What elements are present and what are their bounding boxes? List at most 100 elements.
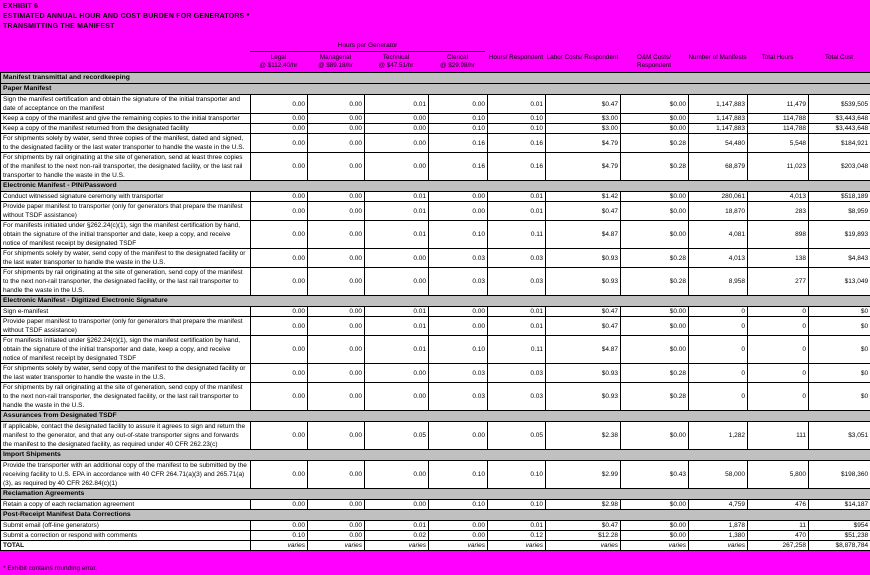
row-label: Provide paper manifest to transporter (o… (0, 316, 251, 336)
value-cell: 0.00 (250, 123, 308, 134)
value-cell: 0 (747, 335, 809, 364)
hours-per-generator-group-header: Hours per Generator (250, 42, 485, 52)
row-label: Retain a copy of each reclamation agreem… (0, 499, 251, 510)
column-header: Hours/ Respondent (488, 54, 544, 61)
value-cell: 0.01 (487, 191, 546, 202)
value-cell: $4.79 (545, 133, 621, 153)
row-label: For shipments by rail originating at the… (0, 267, 251, 296)
value-cell: 5,800 (747, 460, 809, 489)
wage-rate: @ $29.98/hr (440, 61, 475, 69)
value-cell: 1,282 (688, 421, 748, 450)
value-cell: $0.00 (620, 530, 689, 541)
value-cell: varies (487, 540, 546, 551)
value-cell: 0.00 (307, 201, 365, 221)
value-cell: $14,187 (807, 499, 870, 510)
total-row: TOTAL varies varies varies varies varies varie… (0, 540, 870, 551)
value-cell: 0.03 (428, 267, 488, 296)
value-cell: $0.93 (545, 363, 621, 383)
value-cell: 0.00 (250, 382, 308, 411)
value-cell: 0.00 (364, 382, 429, 411)
row-label: For manifests initiated under §262.24(c)… (0, 220, 251, 249)
value-cell: 0.00 (428, 306, 488, 317)
row-label: For manifests initiated under §262.24(c)… (0, 335, 251, 364)
value-cell: $1.42 (545, 191, 621, 202)
value-cell: 0.00 (307, 460, 365, 489)
value-cell: 0.00 (307, 113, 365, 124)
value-cell: $3.00 (545, 113, 621, 124)
value-cell: $0.47 (545, 94, 621, 114)
value-cell: $0 (807, 316, 870, 336)
value-cell: $3,443,648 (807, 123, 870, 134)
column-header: Total Cost (825, 54, 853, 61)
column-headers: Legal @ $112.40/hr Managerial @ $89.18/hr Te… (250, 54, 870, 69)
value-cell: 11,023 (747, 152, 809, 181)
value-cell: 470 (747, 530, 809, 541)
row-label: Sign the manifest certification and obta… (0, 94, 251, 114)
value-cell: 0.00 (364, 123, 429, 134)
value-cell: 0.00 (307, 191, 365, 202)
value-cell: 0.01 (487, 316, 546, 336)
section-band-label: Assurances from Designated TSDF (0, 410, 870, 422)
value-cell: 0.00 (307, 316, 365, 336)
value-cell: 1,380 (688, 530, 748, 541)
value-cell: 0.00 (307, 499, 365, 510)
section-band-label: Paper Manifest (0, 83, 870, 95)
value-cell: $0 (807, 363, 870, 383)
row-label: TOTAL (0, 540, 251, 551)
value-cell: 0.00 (250, 152, 308, 181)
wage-rate: @ $112.40/hr (259, 61, 298, 69)
wage-rate: @ $89.18/hr (318, 61, 353, 69)
value-cell: 0.12 (487, 530, 546, 541)
value-cell: 11 (747, 520, 809, 531)
value-cell: 0.00 (307, 220, 365, 249)
row-label: For shipments solely by water, send thre… (0, 133, 251, 153)
value-cell: 0.00 (250, 248, 308, 268)
value-cell: 0.00 (250, 267, 308, 296)
row-label: Keep a copy of the manifest returned fro… (0, 123, 251, 134)
value-cell: 0.00 (428, 530, 488, 541)
column-header-managerial: Managerial @ $89.18/hr (307, 54, 364, 69)
row-label: For shipments solely by water, send copy… (0, 248, 251, 268)
value-cell: 0.00 (250, 220, 308, 249)
table-row: Submit a correction or respond with comm… (0, 530, 870, 541)
value-cell: varies (688, 540, 748, 551)
table-row: For shipments by rail originating at the… (0, 382, 870, 411)
value-cell: 0.00 (307, 530, 365, 541)
value-cell: 0 (747, 382, 809, 411)
value-cell: $13,049 (807, 267, 870, 296)
value-cell: $4.87 (545, 335, 621, 364)
value-cell: $518,189 (807, 191, 870, 202)
value-cell: $51,238 (807, 530, 870, 541)
value-cell: 0 (747, 316, 809, 336)
value-cell: 1,147,883 (688, 113, 748, 124)
value-cell: 0.00 (307, 248, 365, 268)
value-cell: 0.00 (428, 94, 488, 114)
value-cell: 0.00 (250, 306, 308, 317)
value-cell: 4,013 (688, 248, 748, 268)
value-cell: 114,788 (747, 113, 809, 124)
value-cell: 0.00 (364, 133, 429, 153)
column-header: Number of Manifests (688, 54, 747, 61)
value-cell: 0.00 (428, 520, 488, 531)
value-cell: 0.00 (250, 421, 308, 450)
row-label: For shipments solely by water, send copy… (0, 363, 251, 383)
value-cell: 0.11 (487, 335, 546, 364)
value-cell: $0.28 (620, 267, 689, 296)
section-band-label: Electronic Manifest - PIN/Password (0, 180, 870, 192)
value-cell: $0.28 (620, 363, 689, 383)
table-row: Conduct witnessed signature ceremony wit… (0, 191, 870, 202)
value-cell: 0.00 (250, 363, 308, 383)
table-row: Retain a copy of each reclamation agreem… (0, 499, 870, 510)
value-cell: 1,147,883 (688, 123, 748, 134)
value-cell: 0.00 (428, 421, 488, 450)
value-cell: $0.00 (620, 335, 689, 364)
value-cell: $0 (807, 335, 870, 364)
value-cell: 0.00 (250, 201, 308, 221)
value-cell: 0.00 (364, 152, 429, 181)
value-cell: 0.00 (250, 191, 308, 202)
value-cell: 0.01 (364, 201, 429, 221)
value-cell: $0.47 (545, 306, 621, 317)
value-cell: $0.47 (545, 201, 621, 221)
value-cell: 0.00 (250, 335, 308, 364)
value-cell: $3,443,648 (807, 113, 870, 124)
